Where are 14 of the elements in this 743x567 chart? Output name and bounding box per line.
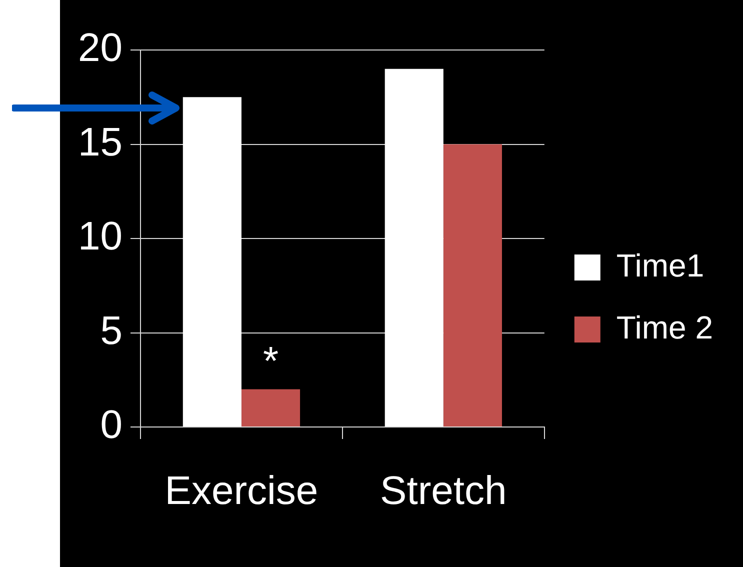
annotation: * bbox=[262, 339, 279, 384]
y-tick-label: 0 bbox=[100, 403, 122, 448]
y-tick-label: 15 bbox=[78, 120, 122, 164]
y-tick-label: 20 bbox=[78, 26, 122, 70]
bar bbox=[241, 389, 300, 426]
x-tick-label: Stretch bbox=[380, 469, 507, 514]
y-tick-label: 5 bbox=[100, 308, 122, 353]
legend-label: Time 2 bbox=[616, 309, 713, 346]
legend-label: Time1 bbox=[616, 247, 704, 284]
bar bbox=[384, 68, 444, 426]
bar bbox=[443, 144, 502, 426]
y-tick-label: 10 bbox=[78, 214, 122, 259]
bar bbox=[182, 97, 242, 426]
x-tick-label: Exercise bbox=[164, 469, 318, 514]
